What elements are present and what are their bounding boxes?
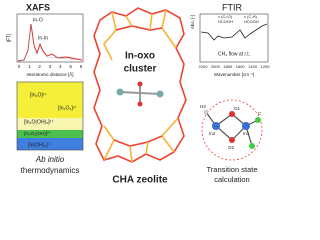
ftir-title: FTIR: [222, 2, 242, 12]
x-tick-label: 1800: [223, 64, 233, 69]
atom: [255, 117, 261, 123]
ts-caption: Transition state: [207, 165, 258, 174]
xafs-frame: [16, 13, 84, 63]
x-tick-label: 1200: [261, 64, 271, 69]
phase-frame: [16, 81, 84, 151]
phase-region: [17, 138, 83, 150]
peak-label: In-In: [38, 35, 48, 41]
graphical-abstract: XAFS |FT| In-O In-In 0 1 2 3 4 5 6 Interatomic…: [6, 2, 271, 186]
phase-region: [17, 118, 83, 130]
x-tick-label: 5: [69, 64, 72, 69]
cluster-label: cluster: [124, 64, 157, 75]
xafs-x-label: Interatomic distance [Å]: [26, 71, 73, 77]
xafs-fit: [17, 25, 83, 62]
phase-label: [In₂O₂(OH)]²⁺: [24, 131, 51, 136]
atom-label: O1: [234, 106, 241, 111]
atom: [203, 109, 209, 115]
phase-label: [In(OH)₂]⁺: [28, 142, 51, 148]
atom-label: O2: [228, 145, 235, 150]
x-tick-label: 6: [80, 64, 83, 69]
x-tick-label: 2000: [211, 64, 221, 69]
ftir-x-label: Wavenumber [cm⁻¹]: [214, 72, 254, 77]
x-tick-label: 1600: [236, 64, 246, 69]
x-tick-label: 2: [38, 64, 41, 69]
atom: [212, 122, 220, 130]
cluster-model: [116, 81, 164, 107]
phase-region: [17, 82, 83, 118]
x-tick-label: 2200: [199, 64, 209, 69]
atom-label: In1: [243, 131, 250, 136]
ftir-spectrum: [200, 23, 268, 41]
ts-caption: calculation: [214, 175, 249, 184]
atom-label: H3: [200, 104, 206, 109]
ftir-band: ν (C=O): [218, 14, 233, 19]
xafs-title: XAFS: [26, 2, 50, 12]
atom: [229, 111, 235, 117]
zeolite-caption: CHA zeolite: [112, 175, 168, 186]
x-tick-label: 3: [49, 64, 52, 69]
phase-label: [In₂O₃]²⁺: [58, 105, 77, 111]
thermo-caption: Ab initio: [35, 155, 65, 164]
x-tick-label: 1400: [248, 64, 258, 69]
ftir-condition: CH₄ flow at r.t.: [218, 51, 250, 57]
ftir-band: HCOOH: [218, 19, 233, 24]
cluster-label: In-oxo: [125, 51, 155, 62]
atom: [242, 122, 250, 130]
thermo-caption: thermodynamics: [21, 166, 80, 175]
ftir-band: ν (C-H): [244, 14, 258, 19]
x-tick-label: 1: [28, 64, 31, 69]
ts-outline: [201, 99, 263, 161]
phase-label: [In₂O]²⁺: [30, 92, 47, 98]
phase-label: [In₂O(OH)₂]²⁺: [24, 119, 54, 125]
peak-label: In-O: [33, 17, 43, 23]
xafs-y-label: |FT|: [6, 34, 12, 43]
atom: [249, 143, 255, 149]
ftir-frame: [199, 13, 269, 63]
ftir-y-label: Abs. [-]: [190, 15, 195, 29]
atom-label: C: [258, 111, 262, 116]
atom: [229, 137, 235, 143]
ftir-band: HCOOH: [244, 19, 259, 24]
x-tick-label: 4: [59, 64, 62, 69]
atom-label: In2: [209, 131, 216, 136]
x-tick-label: 0: [18, 64, 21, 69]
phase-region: [17, 130, 83, 138]
zeolite-framework: [93, 7, 187, 163]
